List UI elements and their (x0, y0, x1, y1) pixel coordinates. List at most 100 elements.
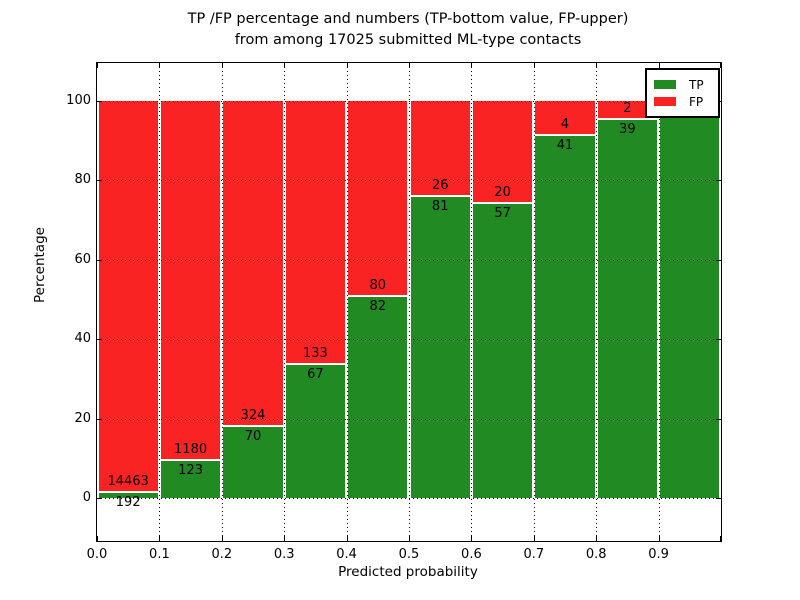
tick-mark (346, 63, 348, 68)
bar-segment-fp (285, 101, 346, 365)
legend-item: FP (654, 94, 709, 109)
tick-mark (716, 259, 721, 261)
tick-mark (221, 63, 223, 68)
tick-mark (97, 259, 102, 261)
x-tick-label: 0.9 (648, 547, 669, 562)
tick-mark (471, 536, 473, 541)
bar-segment-tp (410, 197, 470, 498)
x-tick-label: 0.3 (273, 547, 295, 562)
grid-line-v (533, 63, 535, 541)
tick-mark (716, 180, 721, 182)
tick-mark (97, 101, 102, 102)
legend-swatch-tp (654, 80, 676, 89)
grid-line-v (284, 63, 286, 541)
tick-mark (596, 63, 598, 68)
bar-label-tp: 81 (431, 199, 449, 215)
legend-item: TP (654, 77, 709, 92)
chart-title: TP /FP percentage and numbers (TP-bottom… (96, 9, 720, 51)
bar-label-fp: 133 (302, 346, 328, 361)
bar-segment-fp (223, 101, 283, 428)
x-axis-label: Predicted probability (338, 564, 478, 580)
tick-mark (284, 536, 286, 541)
bar-label-fp: 324 (240, 408, 266, 424)
bar-label-fp: 26 (431, 178, 449, 194)
y-axis-label: Percentage (32, 227, 48, 303)
bar-label-tp: 192 (115, 494, 141, 510)
bar-segment-tp (98, 492, 158, 498)
bar-segment-tp (223, 427, 283, 498)
tick-mark (658, 63, 660, 68)
y-tick-label: 20 (74, 410, 91, 426)
grid-line-v (159, 63, 161, 541)
x-tick-label: 0.0 (86, 547, 108, 562)
tick-mark (533, 63, 535, 68)
grid-line-v (658, 63, 660, 541)
bar-segment-fp (597, 101, 658, 121)
bar-segment-tp (597, 120, 658, 498)
bar-segment-tp (472, 204, 533, 498)
tick-mark (409, 63, 410, 68)
bar-label-fp: 80 (369, 278, 387, 294)
tick-mark (596, 536, 598, 541)
bar-segment-tp (660, 101, 720, 498)
tick-mark (533, 536, 535, 541)
y-tick-label: 0 (82, 490, 91, 505)
tick-mark (97, 498, 102, 499)
bar-label-tp: 70 (244, 429, 262, 445)
tick-mark (716, 418, 721, 420)
x-tick-label: 0.1 (149, 547, 170, 562)
y-tick-label: 80 (74, 172, 91, 188)
x-tick-label: 0.7 (523, 547, 545, 562)
tick-mark (716, 498, 721, 499)
y-tick-label: 60 (74, 251, 91, 267)
bar-label-tp: 67 (307, 367, 324, 382)
bar-segment-fp (535, 101, 595, 137)
tick-mark (159, 63, 161, 68)
tick-mark (720, 63, 721, 68)
grid-line-v (221, 63, 223, 541)
bar-label-tp: 123 (178, 462, 203, 478)
tick-mark (159, 536, 161, 541)
x-tick-label: 0.2 (211, 547, 233, 562)
y-tick-label: 40 (74, 331, 91, 347)
bar-label-fp: 4 (560, 117, 570, 133)
bar-segment-tp (535, 136, 595, 498)
bar-label-fp: 20 (494, 185, 511, 201)
legend: TP FP (645, 68, 720, 118)
bar-segment-fp (160, 101, 221, 461)
tick-mark (346, 536, 348, 541)
chart-title-line-1: TP /FP percentage and numbers (TP-bottom… (187, 11, 629, 27)
bar-label-fp: 1180 (174, 441, 208, 457)
bar-segment-fp (472, 101, 533, 205)
grid-line-v (471, 63, 473, 541)
bar-label-fp: 14463 (107, 473, 149, 489)
tick-mark (97, 339, 102, 341)
bar-segment-tp (285, 365, 346, 498)
tick-mark (97, 536, 98, 541)
x-tick-label: 0.8 (585, 547, 607, 562)
legend-label-tp: TP (689, 77, 704, 92)
legend-label-fp: FP (689, 94, 704, 109)
grid-line-v (409, 63, 410, 541)
grid-line-v (596, 63, 598, 541)
bar-label-tp: 39 (619, 122, 636, 138)
bar-label-fp: 2 (623, 101, 632, 117)
tick-mark (471, 63, 473, 68)
tick-mark (97, 418, 102, 420)
tick-mark (720, 536, 721, 541)
bar-segment-fp (98, 101, 158, 493)
tick-mark (716, 339, 721, 341)
bar-segment-tp (160, 460, 221, 498)
tick-mark (409, 536, 410, 541)
tick-mark (221, 536, 223, 541)
tick-mark (658, 536, 660, 541)
plot-area: 0 20 40 60 80 100 0.0 0.1 0.2 0.3 0.4 0.5 0.6 0.7 0.8 0… (66, 62, 722, 562)
bar-label-tp: 82 (369, 299, 387, 315)
bar-segment-tp (348, 297, 408, 498)
bar-label-tp: 41 (556, 138, 574, 154)
tick-mark (284, 63, 286, 68)
bar-label-tp: 57 (494, 206, 511, 222)
legend-swatch-fp (654, 97, 676, 106)
bar-segment-fp (348, 101, 408, 298)
